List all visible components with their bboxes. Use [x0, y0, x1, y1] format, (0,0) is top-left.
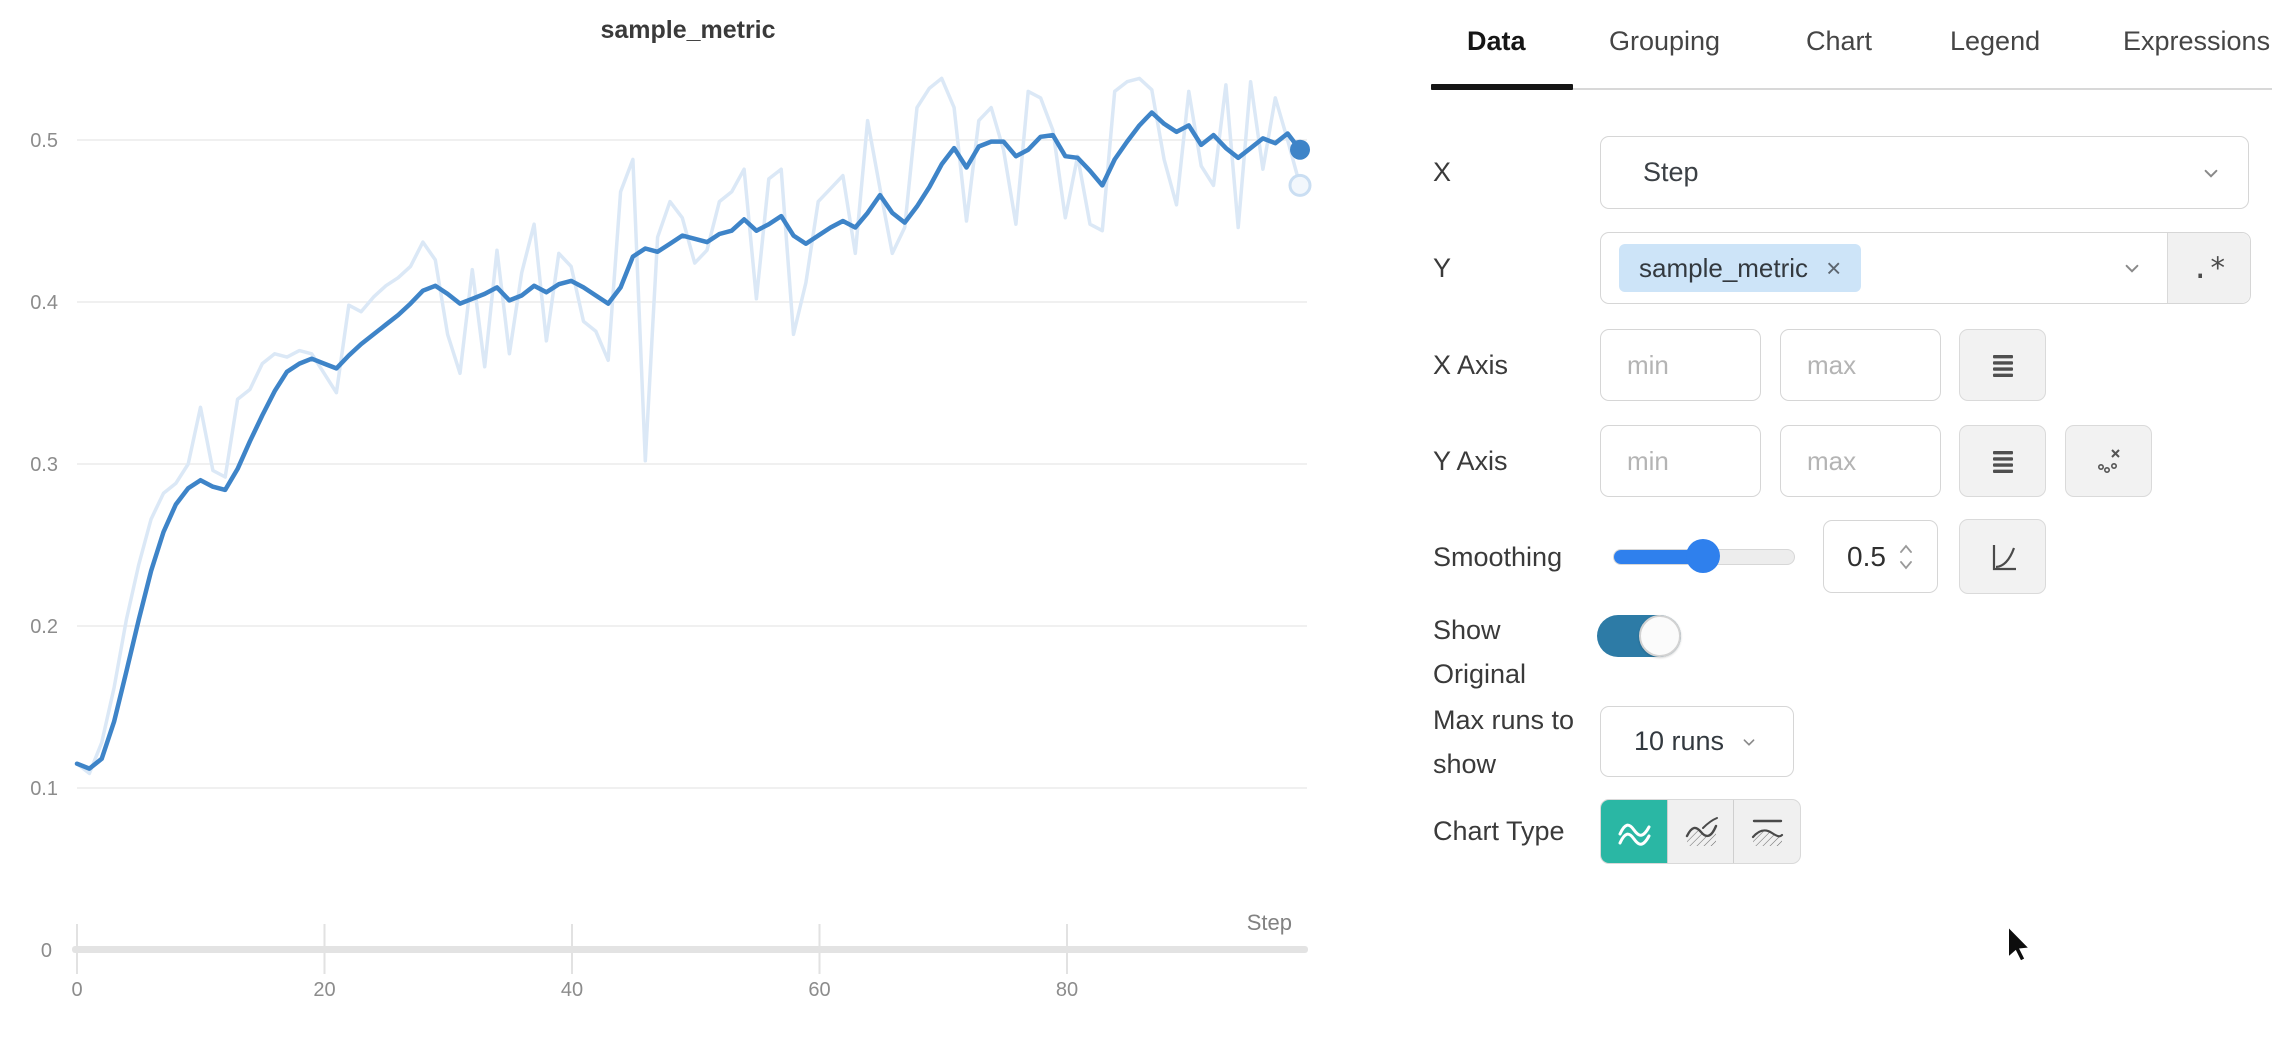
max-runs-select[interactable]: 10 runs — [1600, 706, 1794, 777]
x-field-select[interactable]: Step — [1600, 136, 2249, 209]
show-original-label: Show Original — [1433, 615, 1527, 689]
smoothing-type-button[interactable] — [1959, 519, 2046, 594]
chart-type-line-button[interactable] — [1601, 800, 1668, 863]
tab-grouping[interactable]: Grouping — [1609, 26, 1721, 56]
smoothing-slider-thumb[interactable] — [1686, 539, 1720, 573]
chevron-down-icon — [2125, 264, 2139, 273]
y-axis-max-input[interactable] — [1780, 425, 1941, 497]
area-plot-icon — [1685, 816, 1718, 846]
svg-text:80: 80 — [1056, 979, 1078, 1001]
chart-type-percentile-button[interactable] — [1734, 800, 1800, 863]
y-axis-tick-labels: 0.5 0.4 0.3 0.2 0.1 0 — [30, 130, 58, 962]
x-axis-label: Step — [1247, 910, 1292, 935]
y-metric-tag-label: sample_metric — [1639, 252, 1809, 283]
metric-line-chart: sample_metric 0.5 0.4 0.3 0.2 0.1 0 0 20… — [30, 16, 1312, 1001]
svg-text:0.1: 0.1 — [30, 778, 58, 800]
horizontal-gridlines — [77, 139, 1307, 789]
series-line-original — [75, 76, 1302, 776]
y-axis-row-label: Y Axis — [1433, 446, 1508, 476]
series-end-marker-original — [1288, 173, 1312, 197]
smoothing-value-input[interactable]: 0.5 — [1823, 520, 1938, 593]
chart-type-segmented-control — [1600, 799, 1801, 864]
x-field-value: Step — [1643, 157, 1699, 187]
tab-strip-divider — [1431, 88, 2272, 90]
log-scale-lines-icon — [1992, 355, 2013, 377]
line-plot-icon — [1618, 823, 1651, 846]
percentile-plot-icon — [1752, 819, 1784, 846]
log-scale-lines-icon — [1992, 451, 2013, 473]
x-axis-min-input[interactable] — [1600, 329, 1761, 401]
ignore-outliers-button[interactable] — [2065, 425, 2152, 497]
svg-text:0.5: 0.5 — [30, 130, 58, 152]
x-axis-max-input[interactable] — [1780, 329, 1941, 401]
x-field-label: X — [1433, 157, 1452, 187]
y-field-multiselect[interactable]: sample_metric × .* — [1600, 232, 2251, 304]
toggle-knob — [1639, 615, 1681, 657]
scatter-outliers-icon — [2097, 449, 2120, 473]
y-field-label: Y — [1433, 253, 1452, 283]
tab-data[interactable]: Data — [1467, 26, 1526, 56]
remove-tag-icon[interactable]: × — [1826, 252, 1842, 283]
tab-chart[interactable]: Chart — [1806, 26, 1873, 56]
smoothing-value: 0.5 — [1847, 540, 1886, 572]
y-metric-tag[interactable]: sample_metric × — [1619, 244, 1862, 292]
svg-text:0.2: 0.2 — [30, 616, 58, 638]
svg-text:0.4: 0.4 — [30, 292, 58, 314]
svg-text:60: 60 — [808, 979, 830, 1001]
series-end-marker-smoothed — [1290, 139, 1310, 160]
smoothing-label: Smoothing — [1433, 542, 1563, 572]
svg-text:0: 0 — [41, 940, 52, 962]
mouse-cursor — [2007, 924, 2033, 963]
tab-expressions[interactable]: Expressions — [2123, 26, 2271, 56]
number-stepper-icon[interactable] — [1898, 540, 1914, 574]
chevron-down-icon — [1743, 738, 1755, 746]
svg-text:0.3: 0.3 — [30, 454, 58, 476]
series-line-smoothed — [74, 110, 1303, 771]
chart-series-group — [74, 76, 1312, 776]
chart-type-label: Chart Type — [1433, 816, 1565, 846]
show-original-toggle[interactable] — [1597, 615, 1681, 657]
svg-text:0: 0 — [71, 979, 82, 1001]
regex-match-button[interactable]: .* — [2167, 233, 2250, 303]
max-runs-label: Max runs to show — [1433, 705, 1575, 779]
smoothing-slider-fill — [1614, 550, 1704, 564]
chart-type-area-button[interactable] — [1668, 800, 1735, 863]
x-axis-log-scale-button[interactable] — [1959, 329, 2046, 401]
chevron-down-icon — [2204, 169, 2218, 178]
y-axis-min-input[interactable] — [1600, 425, 1761, 497]
y-axis-log-scale-button[interactable] — [1959, 425, 2046, 497]
active-tab-underline — [1431, 84, 1573, 90]
x-axis-tick-labels: 0 20 40 60 80 — [71, 979, 1078, 1001]
chart-title: sample_metric — [600, 16, 775, 44]
tab-legend[interactable]: Legend — [1950, 26, 2041, 56]
max-runs-value: 10 runs — [1633, 726, 1725, 756]
x-axis-baseline — [72, 946, 1308, 953]
svg-text:40: 40 — [561, 979, 583, 1001]
smoothing-curve-icon — [1992, 544, 2016, 570]
svg-text:20: 20 — [313, 979, 335, 1001]
x-axis-row-label: X Axis — [1433, 350, 1509, 380]
